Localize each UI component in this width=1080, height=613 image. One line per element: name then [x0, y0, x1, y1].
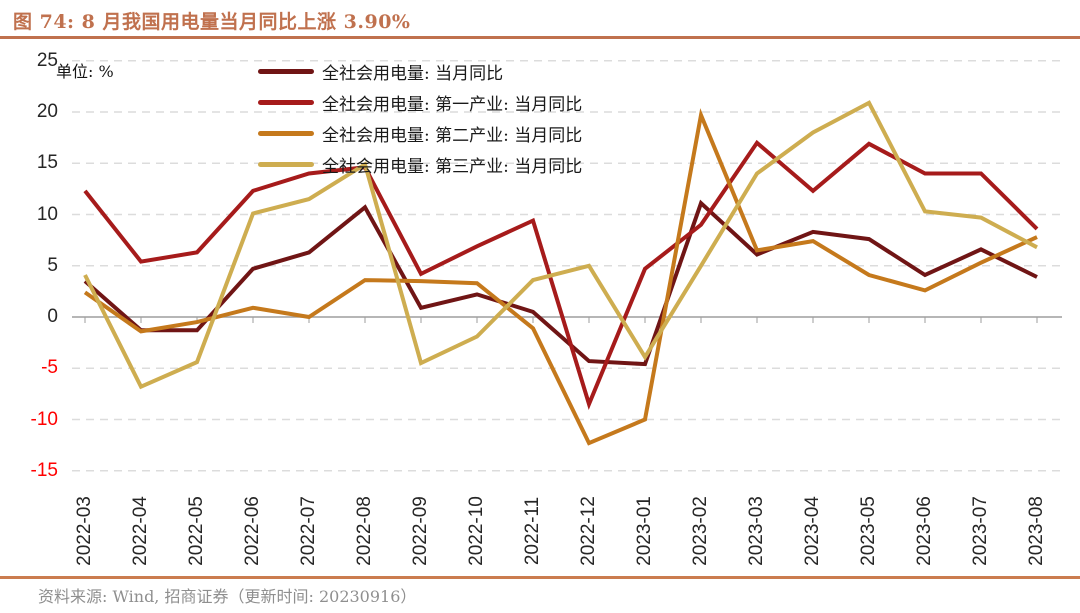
- series-line-3: [83, 100, 1038, 390]
- y-tick-label: -5: [41, 357, 58, 379]
- legend-item: 全社会用电量: 当月同比: [258, 56, 582, 87]
- x-tick-label: 2022-10: [466, 496, 487, 566]
- x-tick-label: 2022-08: [354, 496, 375, 566]
- legend-label: 全社会用电量: 第二产业: 当月同比: [322, 126, 583, 146]
- x-tick-label: 2022-07: [298, 496, 319, 566]
- legend-swatch: [258, 131, 314, 136]
- y-tick-label: 0: [47, 306, 58, 327]
- x-tick-label: 2022-12: [578, 496, 599, 566]
- x-tick-label: 2022-03: [74, 496, 95, 566]
- x-tick-label: 2023-01: [634, 496, 655, 566]
- title-underline-rule: [0, 36, 1080, 39]
- series-line-2: [83, 108, 1038, 446]
- y-tick-label: 5: [47, 254, 58, 276]
- y-tick-label: 10: [36, 203, 58, 225]
- x-tick-label: 2022-06: [242, 496, 263, 566]
- series-line-1: [83, 139, 1039, 411]
- y-tick-label: -10: [30, 408, 58, 430]
- y-tick-label: 20: [36, 101, 58, 122]
- footer-rule: [0, 576, 1080, 579]
- x-tick-label: 2023-06: [914, 496, 935, 566]
- legend: 全社会用电量: 当月同比全社会用电量: 第一产业: 当月同比 全社会用电量: 第二…: [258, 56, 582, 180]
- x-tick-label: 2023-02: [690, 496, 711, 566]
- x-tick-label: 2022-11: [522, 496, 543, 566]
- x-tick-label: 2023-05: [858, 496, 879, 566]
- x-tick-label: 2022-05: [186, 496, 207, 566]
- y-tick-label: -15: [30, 459, 58, 481]
- x-tick-label: 2023-03: [746, 496, 767, 566]
- legend-item: 全社会用电量: 第三产业: 当月同比: [258, 149, 582, 180]
- legend-swatch: [258, 100, 314, 105]
- series-line-0: [83, 199, 1038, 367]
- x-tick-label: 2023-04: [802, 496, 823, 566]
- unit-label: 单位: %: [56, 62, 114, 81]
- legend-label: 全社会用电量: 第三产业: 当月同比: [322, 157, 583, 177]
- legend-item: 全社会用电量: 第一产业: 当月同比: [258, 87, 582, 118]
- legend-label: 全社会用电量: 当月同比: [322, 64, 504, 84]
- legend-item: 全社会用电量: 第二产业: 当月同比: [258, 118, 582, 149]
- source-note: 资料来源: Wind, 招商证券（更新时间: 20230916）: [38, 587, 417, 606]
- y-tick-label: 25: [36, 49, 58, 71]
- x-tick-label: 2022-04: [130, 496, 151, 566]
- x-tick-label: 2022-09: [410, 496, 431, 566]
- x-tick-label: 2023-08: [1026, 496, 1047, 566]
- x-tick-label: 2023-07: [970, 496, 991, 566]
- legend-label: 全社会用电量: 第一产业: 当月同比: [322, 95, 583, 115]
- chart-title: 图 74: 8 月我国用电量当月同比上涨 3.90%: [13, 11, 411, 33]
- legend-swatch: [258, 162, 314, 167]
- legend-swatch: [258, 69, 314, 74]
- y-tick-label: 15: [36, 152, 58, 174]
